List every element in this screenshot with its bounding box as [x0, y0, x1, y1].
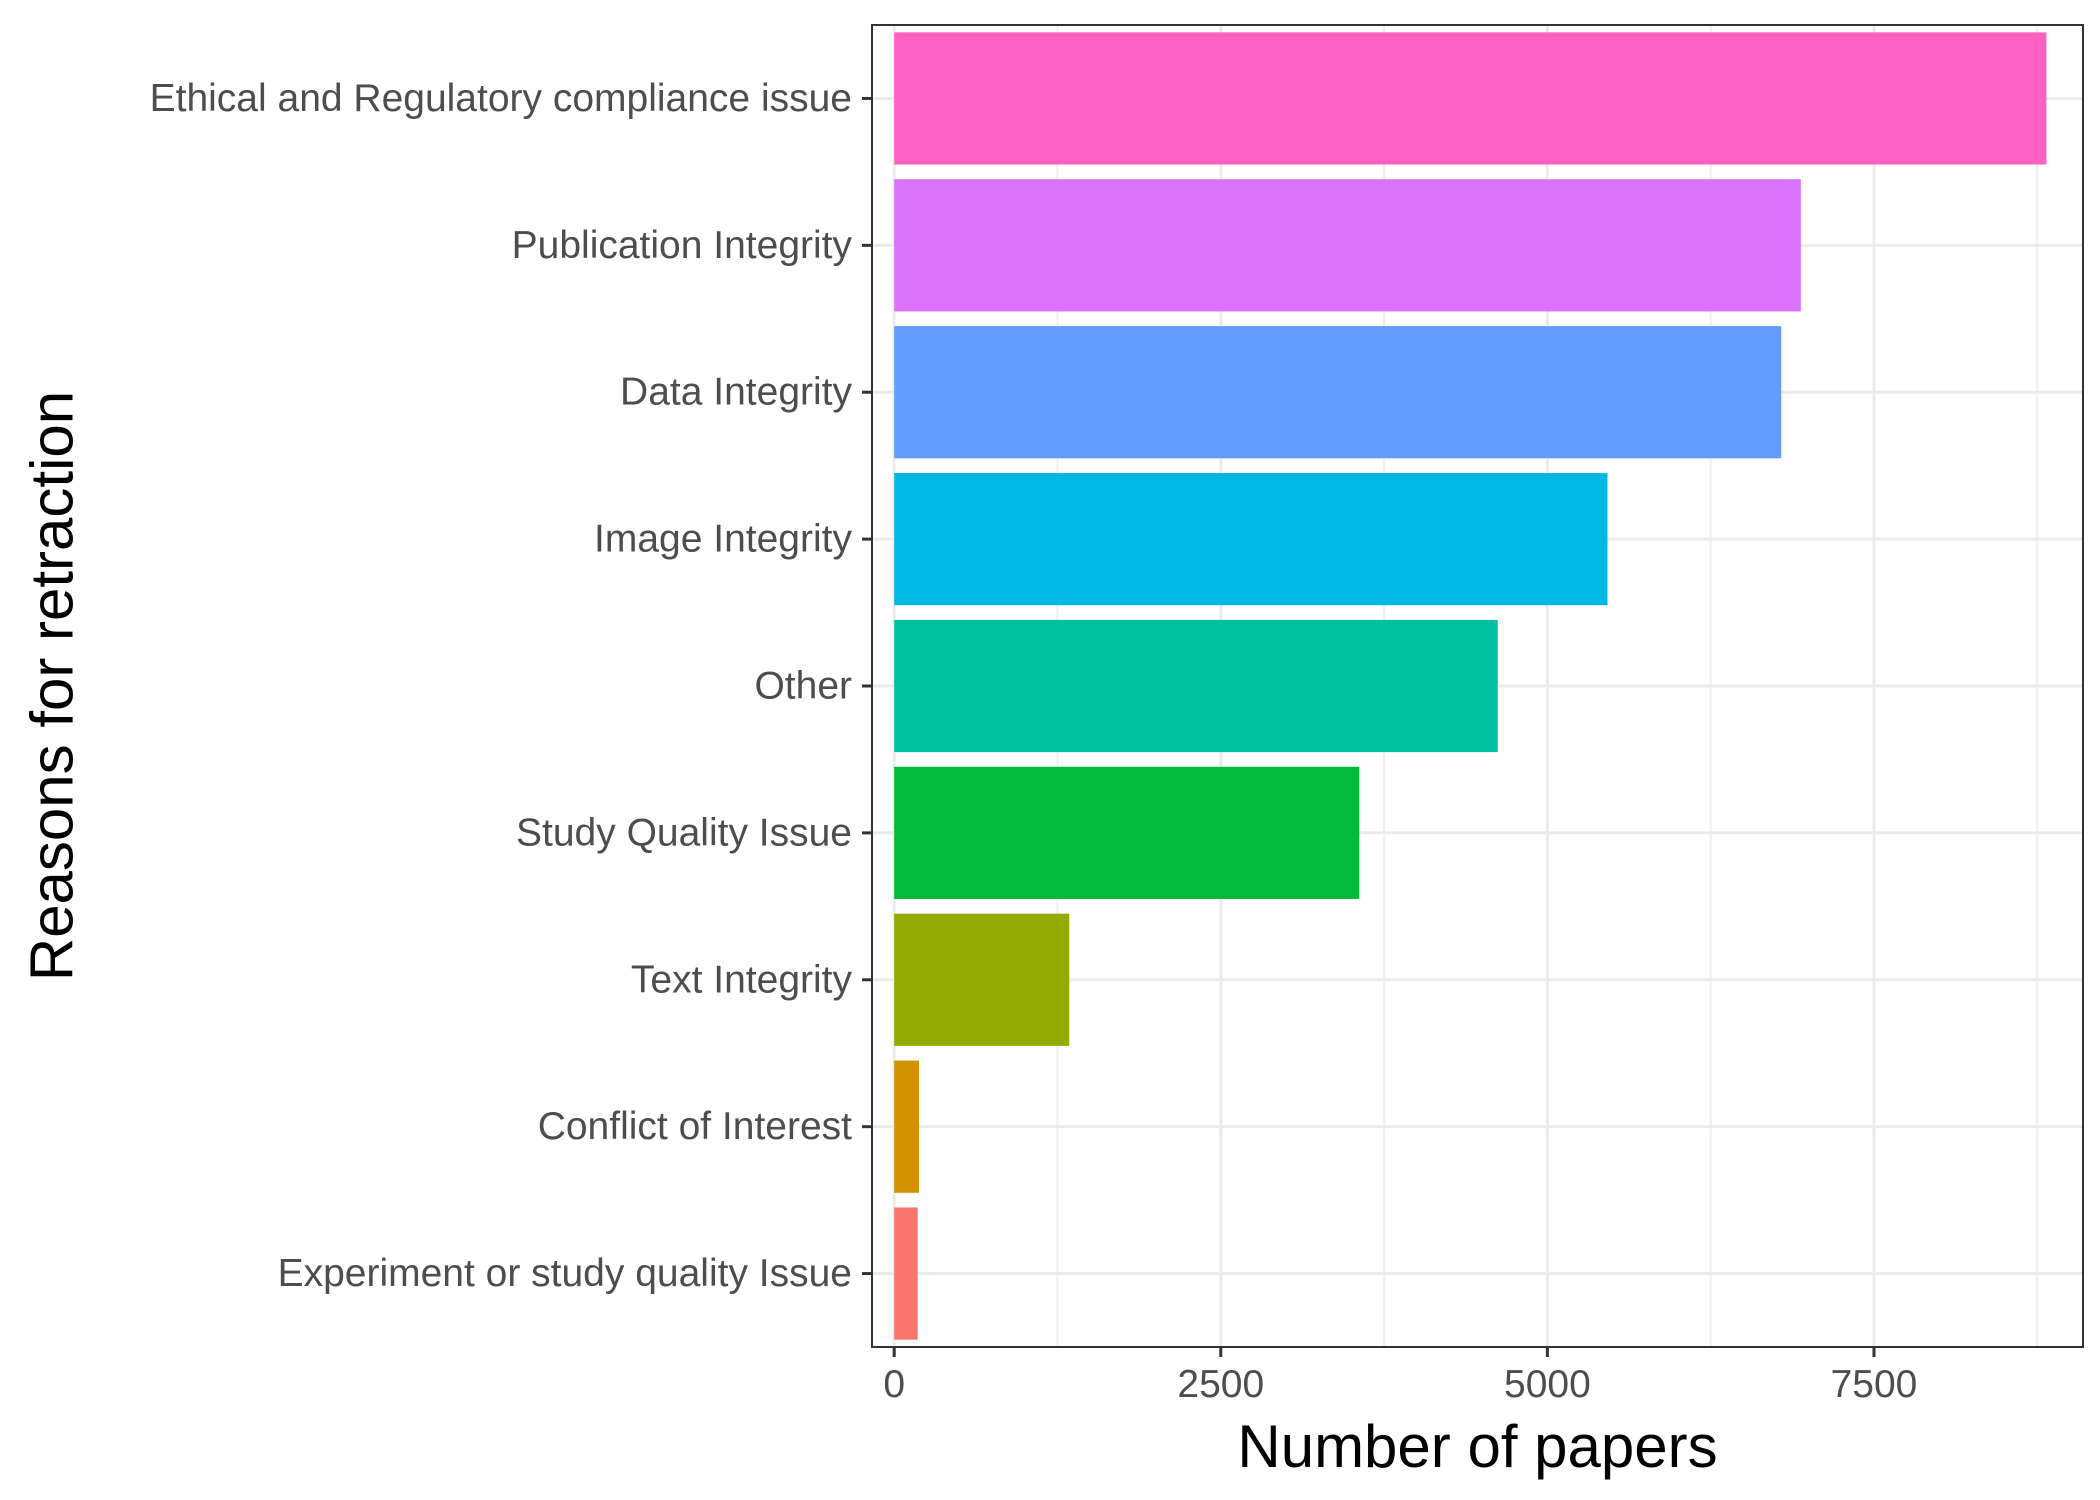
x-tick-label: 0	[883, 1363, 905, 1406]
x-tick-label: 5000	[1504, 1363, 1591, 1406]
bar	[894, 1207, 918, 1340]
bar	[894, 913, 1070, 1046]
y-tick-label: Conflict of Interest	[538, 1105, 852, 1148]
y-axis-title: Reasons for retraction	[19, 391, 86, 981]
x-axis-ticks: 0 2500 5000 7500	[883, 1347, 1917, 1406]
y-tick-label: Other	[754, 665, 852, 708]
y-tick-label: Ethical and Regulatory compliance issue	[150, 77, 852, 120]
y-tick-label: Data Integrity	[620, 371, 852, 414]
bars	[894, 32, 2047, 1340]
y-axis-ticks: Ethical and Regulatory compliance issue P…	[150, 77, 872, 1295]
bar	[894, 473, 1608, 606]
bar	[894, 179, 1801, 312]
bar	[894, 1060, 920, 1193]
x-tick-label: 2500	[1177, 1363, 1264, 1406]
bar	[894, 619, 1498, 753]
y-tick-label: Experiment or study quality Issue	[278, 1252, 852, 1295]
y-tick-label: Text Integrity	[631, 958, 853, 1001]
y-tick-label: Image Integrity	[594, 518, 852, 561]
y-tick-label: Publication Integrity	[512, 224, 853, 267]
x-tick-label: 7500	[1831, 1363, 1918, 1406]
y-tick-label: Study Quality Issue	[516, 811, 852, 854]
bar	[894, 326, 1782, 459]
x-axis-title: Number of papers	[1237, 1413, 1717, 1480]
bar	[894, 32, 2047, 165]
bar	[894, 766, 1360, 899]
